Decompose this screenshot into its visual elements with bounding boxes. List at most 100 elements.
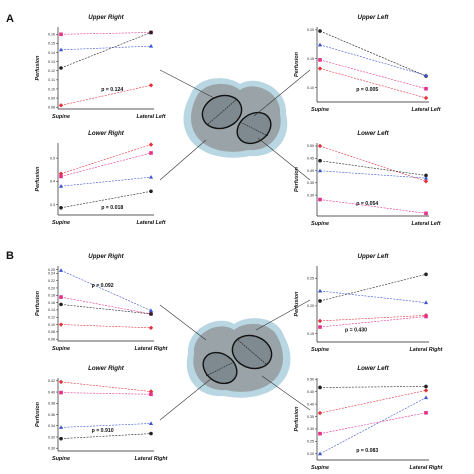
y-tick-label: 0.20 xyxy=(307,28,314,32)
series-line xyxy=(60,32,152,69)
y-tick-label: 0.22 xyxy=(48,279,55,283)
y-tick-label: 0.08 xyxy=(48,330,55,334)
data-point xyxy=(59,174,63,179)
x-tick-label: Supine xyxy=(311,465,329,471)
data-point xyxy=(59,295,63,299)
data-point xyxy=(318,385,322,390)
data-point xyxy=(148,421,154,425)
x-tick-label: Lateral Right xyxy=(135,346,168,352)
y-tick-label: 0.3 xyxy=(50,203,55,207)
connector-line xyxy=(261,375,311,411)
x-tick-label: Lateral Left xyxy=(136,220,165,226)
data-point xyxy=(318,29,322,33)
data-point xyxy=(423,73,429,77)
data-point xyxy=(149,151,153,155)
data-point xyxy=(148,325,154,331)
series-line xyxy=(319,397,427,455)
connector-line xyxy=(159,69,215,99)
x-tick-label: Supine xyxy=(52,114,70,120)
y-tick-label: 0.40 xyxy=(307,169,314,173)
data-point xyxy=(317,451,323,456)
data-point xyxy=(148,83,154,88)
series-line xyxy=(319,145,427,182)
series-line xyxy=(319,170,427,179)
data-point xyxy=(318,299,322,303)
data-point xyxy=(318,158,322,163)
connector-line xyxy=(257,137,311,181)
data-point xyxy=(423,95,429,101)
series-line xyxy=(60,324,152,329)
data-point xyxy=(424,384,428,389)
series-line xyxy=(60,85,152,106)
series-line xyxy=(319,390,427,414)
series-line xyxy=(319,30,427,77)
connector-line xyxy=(159,304,207,341)
data-point xyxy=(59,436,63,441)
connector-line xyxy=(159,377,213,421)
y-tick-label: 0.45 xyxy=(307,157,314,161)
chart-panel: 0.20 0.25 0.30 0.35 0.40 0.45 0.50 Lower Left Pe… xyxy=(294,365,443,471)
lung-divider xyxy=(207,99,237,125)
y-tick-label: 0.30 xyxy=(48,446,55,450)
p-value-label: p = 0.124 xyxy=(101,87,123,93)
x-tick-label: Lateral Left xyxy=(136,114,165,120)
data-point xyxy=(424,173,428,178)
lung-divider xyxy=(237,339,267,365)
data-point xyxy=(59,206,63,210)
y-tick-label: 0.14 xyxy=(48,308,55,312)
y-tick-label: 0.40 xyxy=(48,390,55,394)
data-point xyxy=(59,66,63,70)
chart-title: Upper Left xyxy=(358,14,390,21)
data-point xyxy=(318,431,322,436)
y-tick-label: 0.06 xyxy=(48,337,55,341)
panel-label-b: B xyxy=(6,250,14,262)
y-axis-label: Perfusion xyxy=(35,166,41,192)
y-tick-label: 0.30 xyxy=(307,427,314,431)
x-tick-label: Lateral Left xyxy=(411,107,440,113)
lung-divider xyxy=(205,361,235,377)
y-tick-label: 0.16 xyxy=(48,301,55,305)
y-tick-label: 0.10 xyxy=(48,323,55,327)
series-line xyxy=(319,412,427,434)
y-tick-label: 0.34 xyxy=(48,424,55,428)
y-tick-label: 0.38 xyxy=(48,402,55,406)
series-line xyxy=(319,386,427,388)
chart-panel: 0.3 0.4 0.5 Lower Right Perfusion Supine Later… xyxy=(35,130,166,226)
data-point xyxy=(317,42,323,47)
data-point xyxy=(317,143,323,149)
y-axis-label: Perfusion xyxy=(35,290,41,316)
p-value-label: p = 0.430 xyxy=(345,327,367,333)
y-tick-label: 0.20 xyxy=(307,452,314,456)
data-point xyxy=(423,175,429,180)
y-tick-label: 0.10 xyxy=(307,86,314,90)
chart-title: Lower Left xyxy=(357,130,389,137)
p-value-label: p = 0.083 xyxy=(356,448,378,454)
y-tick-label: 0.25 xyxy=(48,268,55,272)
data-point xyxy=(317,66,323,71)
y-axis-label: Perfusion xyxy=(35,55,41,81)
data-point xyxy=(149,431,153,436)
y-tick-label: 0.50 xyxy=(307,144,314,148)
data-point xyxy=(424,314,428,319)
lung-divider xyxy=(239,121,269,137)
y-tick-label: 0.15 xyxy=(48,42,55,46)
x-tick-label: Supine xyxy=(52,220,70,226)
x-tick-label: Supine xyxy=(52,346,70,352)
y-tick-label: 0.13 xyxy=(48,60,55,64)
x-tick-label: Supine xyxy=(311,347,329,353)
data-point xyxy=(148,174,154,179)
p-value-label: p = 0.018 xyxy=(101,205,123,211)
series-line xyxy=(60,433,152,439)
data-point xyxy=(58,425,64,429)
y-tick-label: 0.45 xyxy=(307,390,314,394)
y-tick-label: 0.14 xyxy=(48,51,55,55)
y-tick-label: 0.10 xyxy=(48,87,55,91)
y-tick-label: 0.35 xyxy=(307,181,314,185)
data-point xyxy=(148,308,154,313)
y-tick-label: 0.12 xyxy=(48,316,55,320)
x-tick-label: Lateral Right xyxy=(410,465,443,471)
x-tick-label: Lateral Right xyxy=(410,347,443,353)
data-point xyxy=(424,86,428,91)
data-point xyxy=(149,312,153,316)
